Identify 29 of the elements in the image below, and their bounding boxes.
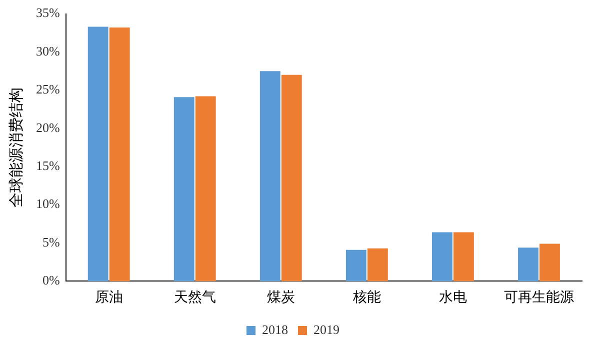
x-tick-label: 天然气	[174, 289, 216, 306]
legend-label: 2018	[262, 322, 288, 337]
bar	[109, 28, 130, 282]
bar	[195, 96, 216, 282]
y-tick-label: 5%	[42, 234, 60, 250]
y-tick-label: 10%	[36, 196, 60, 212]
bar	[174, 97, 194, 282]
y-tick-label: 20%	[36, 120, 60, 135]
y-axis-title: 全球能源消费结构	[8, 88, 25, 208]
legend-label: 2019	[314, 322, 340, 337]
bar	[518, 248, 538, 282]
bar	[88, 26, 108, 282]
bar	[260, 71, 280, 282]
y-tick-label: 0%	[42, 272, 60, 288]
x-tick-label: 水电	[438, 289, 467, 306]
x-tick-label: 原油	[94, 289, 123, 306]
bar	[432, 232, 452, 282]
y-tick-label: 15%	[36, 158, 60, 174]
y-tick-label: 25%	[36, 82, 60, 97]
bar	[346, 250, 366, 282]
y-tick-label: 35%	[36, 5, 60, 20]
x-tick-label: 可再生能源	[504, 289, 574, 306]
bar	[281, 74, 302, 282]
y-tick-label: 30%	[36, 43, 60, 58]
bar	[540, 244, 560, 282]
bar	[453, 232, 474, 282]
x-tick-label: 核能	[352, 289, 381, 306]
x-tick-label: 煤炭	[266, 289, 295, 306]
bar	[367, 248, 388, 282]
